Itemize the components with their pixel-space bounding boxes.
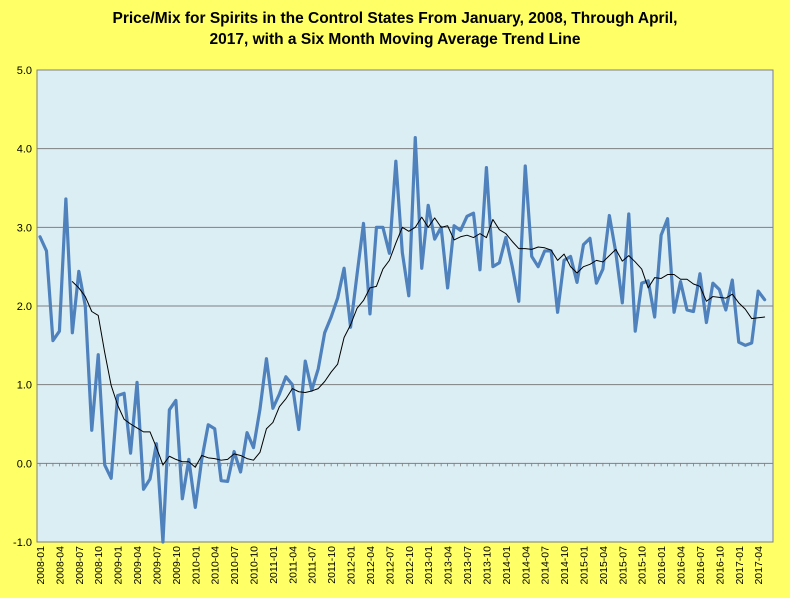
- x-tick-label: 2008-01: [35, 546, 47, 585]
- x-axis-ticks: 2008-01 2008-04 2008-07 2008-10 2009-01 2009-…: [35, 546, 765, 585]
- y-tick-label: 0.0: [17, 458, 32, 470]
- x-tick-label: 2011-10: [326, 546, 338, 584]
- x-tick-label: 2008-07: [74, 546, 86, 585]
- x-tick-label: 2010-10: [249, 546, 261, 585]
- y-tick-label: -1.0: [13, 537, 32, 549]
- x-tick-label: 2012-04: [365, 546, 377, 585]
- chart-title-line-1: Price/Mix for Spirits in the Control Sta…: [112, 10, 678, 27]
- x-tick-label: 2014-10: [559, 546, 571, 585]
- x-tick-label: 2016-07: [695, 546, 707, 585]
- moving-average-trend-line: [71, 216, 766, 468]
- x-tick-label: 2011-01: [268, 546, 280, 584]
- x-tick-label: 2012-07: [384, 546, 396, 585]
- x-tick-label: 2013-10: [481, 546, 493, 585]
- x-tick-label: 2016-01: [656, 546, 668, 585]
- x-tick-label: 2009-04: [132, 546, 144, 585]
- y-tick-label: 3.0: [17, 222, 32, 234]
- x-tick-label: 2009-07: [151, 546, 163, 585]
- x-tick-label: 2012-01: [346, 546, 358, 585]
- x-tick-label: 2008-10: [93, 546, 105, 585]
- y-tick-label: 5.0: [17, 65, 32, 77]
- x-tick-label: 2008-04: [54, 546, 66, 585]
- y-tick-label: 1.0: [17, 380, 32, 392]
- x-tick-label: 2011-07: [307, 546, 319, 584]
- x-tick-label: 2017-01: [734, 546, 746, 585]
- x-tick-label: 2015-10: [637, 546, 649, 585]
- y-tick-label: 2.0: [17, 301, 32, 313]
- x-tick-label: 2015-04: [598, 546, 610, 585]
- series-layer: [38, 136, 767, 544]
- x-tick-label: 2015-07: [617, 546, 629, 585]
- x-tick-label: 2012-10: [404, 546, 416, 585]
- chart-title: Price/Mix for Spirits in the Control Sta…: [0, 8, 790, 50]
- x-tick-label: 2011-04: [287, 546, 299, 584]
- x-tick-label: 2010-01: [190, 546, 202, 585]
- x-tick-label: 2014-07: [540, 546, 552, 585]
- x-tick-label: 2010-07: [229, 546, 241, 585]
- x-tick-label: 2016-10: [714, 546, 726, 585]
- x-tick-label: 2014-04: [520, 546, 532, 585]
- x-tick-label: 2017-04: [753, 546, 765, 585]
- y-axis-ticks: -1.0 0.0 1.0 2.0 3.0 4.0 5.0: [13, 65, 32, 549]
- y-tick-label: 4.0: [17, 144, 32, 156]
- x-tick-label: 2013-07: [462, 546, 474, 585]
- grid-lines: [37, 148, 773, 386]
- x-tick-label: 2015-01: [578, 546, 590, 585]
- chart-title-line-2: 2017, with a Six Month Moving Average Tr…: [209, 31, 581, 48]
- x-tick-label: 2016-04: [676, 546, 688, 585]
- x-tick-label: 2009-10: [171, 546, 183, 585]
- x-tick-label: 2013-04: [443, 546, 455, 585]
- price-mix-line: [38, 136, 767, 544]
- x-tick-label: 2009-01: [113, 546, 125, 585]
- x-tick-label: 2014-01: [501, 546, 513, 585]
- x-tick-label: 2010-04: [210, 546, 222, 585]
- x-tick-label: 2013-01: [423, 546, 435, 585]
